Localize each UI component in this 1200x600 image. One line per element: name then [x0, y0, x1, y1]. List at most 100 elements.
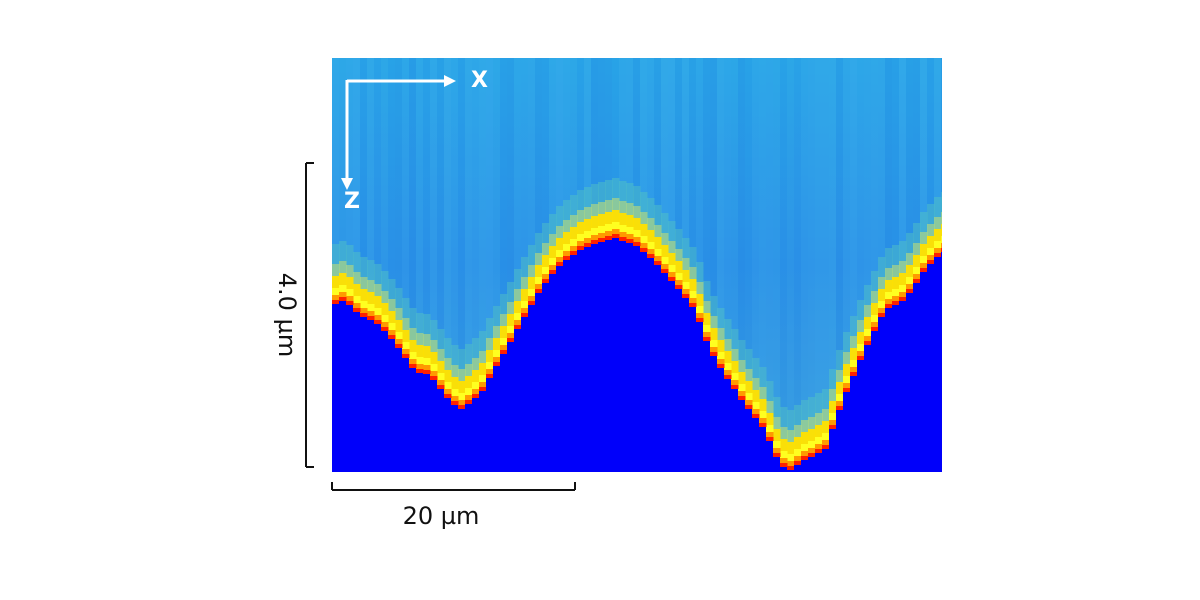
interface-band-cell: [941, 224, 942, 252]
interface-band-cell: [395, 344, 403, 348]
background-streak: [500, 58, 507, 472]
background-streak: [689, 58, 696, 472]
interface-band-cell: [486, 374, 494, 378]
interface-band-cell: [570, 251, 578, 255]
interface-band-cell: [759, 423, 767, 427]
interface-band-cell: [857, 351, 865, 360]
interface-band-cell: [822, 445, 830, 449]
interface-band-cell: [521, 308, 529, 317]
interface-band-cell: [563, 251, 571, 260]
interface-band-cell: [857, 356, 865, 360]
interface-band-cell: [598, 238, 606, 242]
interface-band-cell: [941, 243, 942, 252]
interface-band-cell: [388, 335, 396, 339]
interface-band-cell: [822, 440, 830, 449]
interface-band-cell: [493, 357, 501, 366]
horizontal-scale-bar: 20 µm: [331, 482, 576, 530]
background-streak: [430, 58, 437, 472]
interface-band-cell: [752, 409, 760, 418]
interface-band-cell: [731, 380, 739, 389]
background-streak: [360, 58, 367, 472]
interface-band-cell: [528, 296, 536, 305]
interface-band-cell: [339, 292, 347, 301]
interface-band-cell: [451, 401, 459, 405]
interface-band-cell: [563, 256, 571, 260]
interface-band-cell: [794, 461, 802, 465]
interface-band-cell: [451, 396, 459, 405]
interface-band-cell: [640, 243, 648, 252]
interface-band-cell: [570, 246, 578, 255]
axis-arrows: X Z: [341, 68, 488, 214]
interface-band-cell: [500, 350, 508, 354]
interface-band-cell: [654, 256, 662, 265]
interface-band-cell: [479, 382, 487, 391]
interface-band-cell: [934, 253, 942, 257]
interface-band-cell: [626, 239, 634, 243]
background-streak: [493, 58, 500, 472]
background-streak: [941, 58, 942, 472]
interface-band-cell: [556, 257, 564, 266]
interface-band-cell: [766, 437, 774, 441]
x-axis-label: X: [471, 68, 488, 93]
interface-band-cell: [878, 313, 886, 317]
background-streak: [381, 58, 388, 472]
background-streak: [507, 58, 514, 472]
interface-band-cell: [829, 420, 837, 429]
background-streak: [703, 58, 710, 472]
interface-band-cell: [514, 325, 522, 329]
interface-band-cell: [577, 246, 585, 250]
interface-band-cell: [794, 456, 802, 465]
background-streak: [710, 58, 717, 472]
interface-band-cell: [640, 248, 648, 252]
interface-band-cell: [437, 385, 445, 389]
interface-band-cell: [787, 461, 795, 470]
interface-band-cell: [913, 279, 921, 283]
interface-band-cell: [654, 261, 662, 265]
interface-band-cell: [808, 448, 816, 457]
background-streak: [521, 58, 528, 472]
interface-band-cell: [332, 295, 340, 304]
interface-band-cell: [507, 338, 515, 342]
interface-band-cell: [360, 308, 368, 317]
interface-band-cell: [717, 359, 725, 368]
background-streak: [738, 58, 745, 472]
interface-band-cell: [808, 453, 816, 457]
background-streak: [458, 58, 465, 472]
background-streak: [864, 58, 871, 472]
background-streak: [745, 58, 752, 472]
interface-band-cell: [549, 270, 557, 274]
background-streak: [885, 58, 892, 472]
interface-band-cell: [829, 425, 837, 429]
background-streak: [465, 58, 472, 472]
interface-band-cell: [521, 313, 529, 317]
interface-band-cell: [696, 318, 704, 322]
interface-band-cell: [514, 320, 522, 329]
background-streak: [696, 58, 703, 472]
interface-band-cell: [689, 298, 697, 307]
interface-band-cell: [920, 268, 928, 272]
interface-band-cell: [710, 352, 718, 356]
interface-band-cell: [843, 383, 851, 392]
interface-band-cell: [836, 401, 844, 410]
interface-band-cell: [465, 400, 473, 404]
interface-band-cell: [752, 414, 760, 418]
interface-band-cell: [941, 236, 942, 252]
interface-band-cell: [920, 263, 928, 272]
background-streak: [416, 58, 423, 472]
interface-band-cell: [836, 406, 844, 410]
background-streak: [780, 58, 787, 472]
background-streak: [850, 58, 857, 472]
interface-band-cell: [584, 243, 592, 247]
interface-band-cell: [885, 304, 893, 308]
interface-band-cell: [815, 444, 823, 453]
background-streak: [423, 58, 430, 472]
interface-band-cell: [766, 432, 774, 441]
interface-band-cell: [472, 394, 480, 398]
background-streak: [472, 58, 479, 472]
interface-band-cell: [703, 337, 711, 341]
interface-band-cell: [850, 372, 858, 376]
interface-band-cell: [864, 341, 872, 345]
interface-band-cell: [633, 242, 641, 246]
